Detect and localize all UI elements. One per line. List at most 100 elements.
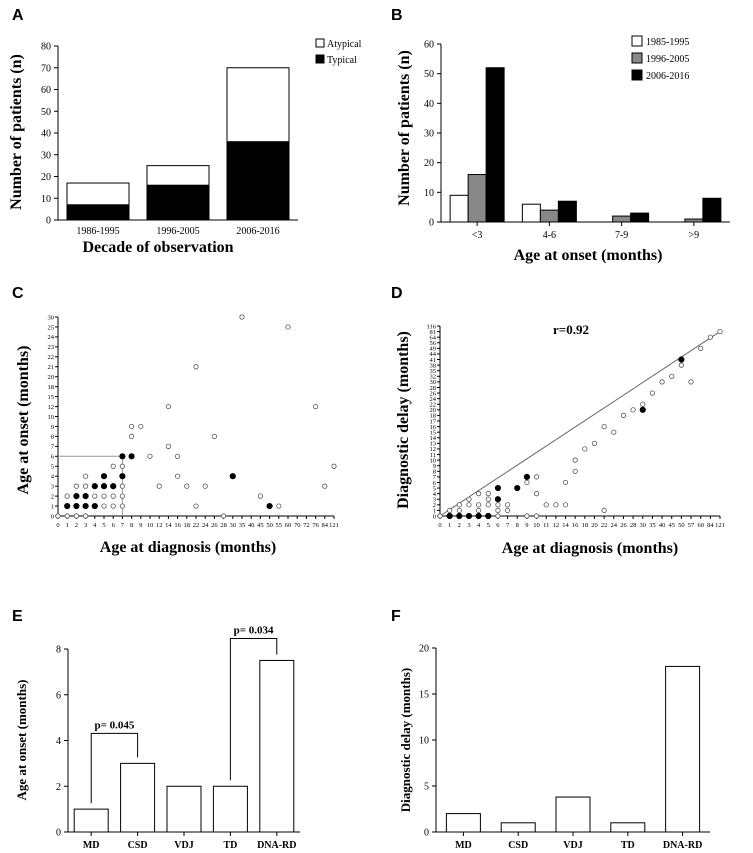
b-legend-swatch [631,35,643,47]
c-point-filled [100,483,108,490]
d-point-open [601,423,607,430]
d-x-tick-label: 26 [620,522,627,529]
b-x-tick-label: >9 [689,230,700,241]
d-y-tick-label: 28 [430,385,437,392]
d-y-tick-label: 24 [430,396,437,403]
d-point-open [495,513,501,519]
c-point-open [83,513,89,519]
c-x-tick-label: 14 [165,522,172,529]
d-x-tick-label: 18 [582,522,589,529]
a-y-axis-title: Number of patients (n) [8,54,25,210]
c-y-tick-label: 23 [48,344,55,351]
d-y-tick-label: 30 [430,379,437,386]
c-y-tick-label: 0 [51,513,54,520]
c-point-open [119,463,126,469]
d-y-tick-label: 16 [430,424,437,431]
c-x-tick-label: 10 [147,522,154,529]
d-point-filled [514,484,521,492]
d-point-filled [639,406,646,413]
f-bar [445,813,481,833]
c-y-tick-label: 2 [51,493,54,500]
c-point-open [147,453,153,459]
c-point-open [92,493,98,499]
c-y-tick-label: 21 [48,364,55,371]
c-x-tick-label: 30 [230,522,237,529]
c-point-open [119,483,126,489]
c-point-filled [119,453,126,460]
d-point-open [640,401,646,407]
c-y-tick-label: 3 [51,483,54,490]
d-point-open [582,446,588,452]
a-y-tick-label: 0 [46,216,51,227]
c-point-open [64,513,70,519]
c-point-open [101,503,107,509]
d-point-filled [485,512,492,520]
e-significance-bracket [229,637,278,781]
a-legend-label-typical: Typical [327,55,357,66]
a-y-tick-label: 50 [41,107,51,118]
c-point-open [322,483,328,489]
c-point-filled [100,473,108,480]
d-point-open [524,513,530,519]
c-point-open [175,473,181,479]
d-point-open [504,502,511,508]
c-x-tick-label: 1 [66,522,69,529]
e-p-value-label: p= 0.034 [234,624,274,636]
b-y-axis-title: Number of patients (n) [396,50,413,206]
b-bar-1985-1995 [521,203,541,223]
panel-letter-b: B [391,7,403,24]
d-x-tick-label: 45 [668,522,675,529]
c-y-tick-label: 22 [48,354,55,361]
b-y-tick-label: 40 [424,99,434,110]
d-point-open [485,496,491,502]
a-bar-atypical [146,165,210,186]
c-x-tick-label: 121 [329,522,339,529]
d-point-open [466,502,472,508]
f-y-tick-label: 10 [419,736,429,747]
d-point-open [456,507,462,514]
e-y-tick-label: 0 [56,828,61,839]
f-y-axis-title: Diagnostic delay (months) [398,668,413,812]
c-point-open [101,493,107,499]
c-point-open [73,483,80,489]
d-y-tick-label: 12 [430,446,437,453]
c-point-open [165,443,171,449]
b-y-tick-label: 50 [424,69,434,80]
c-point-open [221,513,227,519]
c-point-open [175,453,181,459]
e-bar [259,659,295,833]
d-regression-line [439,331,721,517]
d-point-open [572,457,578,463]
c-point-open [257,493,263,499]
c-point-open [110,493,116,499]
panel-letter-a: A [12,7,24,24]
d-x-tick-label: 11 [543,522,549,529]
b-bar-1996-2005 [684,218,704,223]
d-point-open [611,429,617,435]
d-y-tick-label: 15 [430,429,437,436]
f-x-tick-label: MD [455,840,472,851]
d-x-tick-label: 20 [591,522,598,529]
c-y-tick-label: 4 [51,474,55,481]
a-y-tick-label: 30 [41,150,51,161]
a-bar-atypical [226,67,290,143]
d-x-tick-label: 8 [516,522,519,529]
c-x-tick-label: 5 [102,522,105,529]
d-point-filled [456,512,463,520]
a-y-tick-label: 70 [41,63,51,74]
d-y-tick-label: 4 [433,491,437,498]
a-legend-swatch-typical [315,54,325,64]
d-point-open [630,407,636,413]
d-point-open [601,507,607,514]
a-x-tick-label: 1986-1995 [76,226,119,237]
d-point-open [533,491,540,497]
c-x-tick-label: 72 [303,522,310,529]
b-legend-label: 2006-2016 [646,71,689,82]
d-point-open [476,502,482,508]
d-x-tick-label: 40 [659,522,666,529]
d-x-tick-label: 14 [562,522,569,529]
b-bar-2006-2016 [702,197,722,223]
f-y-tick-label: 5 [424,782,429,793]
c-y-tick-label: 5 [51,464,54,471]
